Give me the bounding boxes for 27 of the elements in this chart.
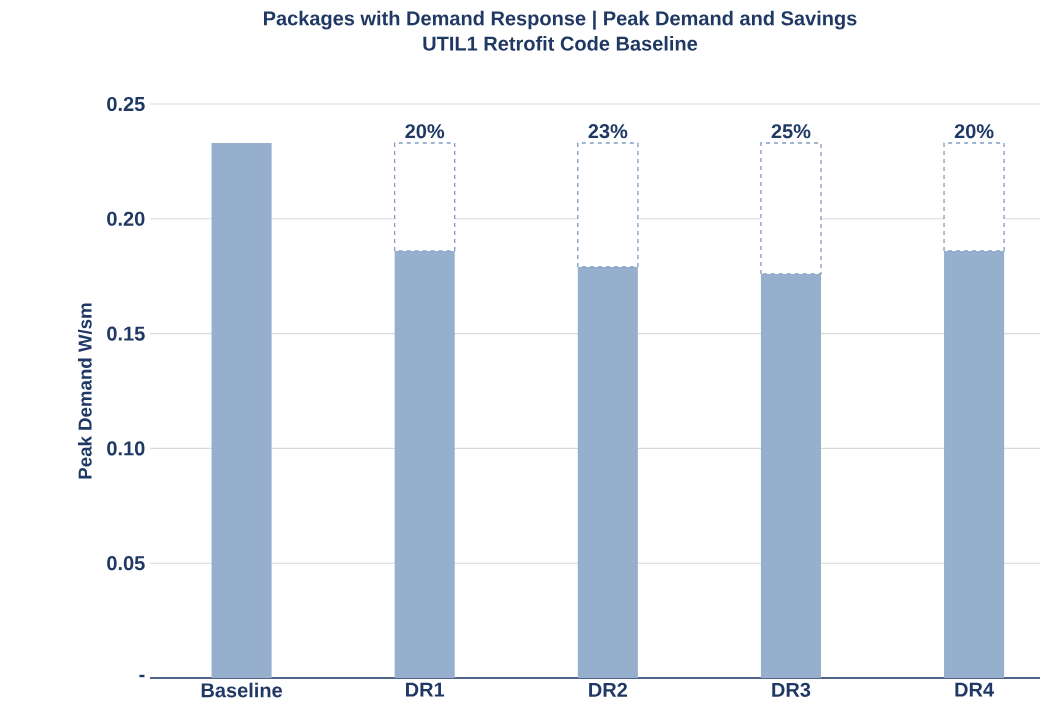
bar [760,273,821,678]
annotation: 25% [771,124,811,139]
y-tick-label: 0.20 [107,211,145,226]
annotation: 20% [405,124,445,139]
bar [211,143,272,678]
bar [944,250,1005,678]
y-tick-label: 0.25 [107,96,145,112]
bar [577,267,638,678]
chart-title: Packages with Demand Response | Peak Demand and Savings [263,10,857,30]
x-tick-label: DR3 [772,682,811,697]
y-tick-label: - [139,674,145,678]
y-axis-title: Peak Demand W/sm [77,303,92,479]
bar [760,142,822,275]
bar [577,142,639,268]
y-tick-label: 0.05 [107,556,145,571]
bar [394,250,455,678]
x-tick-label: DR2 [589,682,628,697]
annotation: 23% [588,124,628,139]
x-tick-label: DR4 [955,682,994,697]
chart-subtitle: UTIL1 Retrofit Code Baseline [423,36,698,51]
annotation: 20% [954,124,994,139]
bar [393,142,456,252]
x-tick-label: Baseline [201,682,283,698]
bar [943,142,1005,252]
x-tick-label: DR1 [406,682,445,697]
y-tick-label: 0.10 [107,441,145,456]
y-tick-label: 0.15 [107,326,145,341]
